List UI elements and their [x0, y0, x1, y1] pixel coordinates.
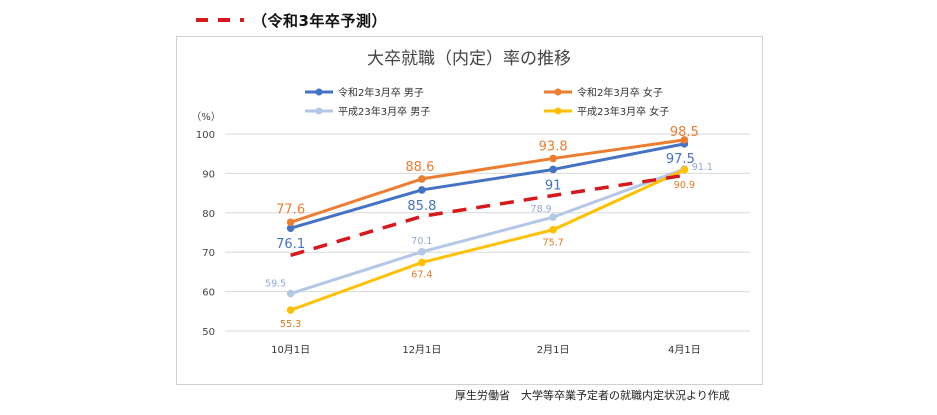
legend-label-2: 平成23年3月卒 男子 [338, 105, 430, 118]
data-label: 59.5 [265, 279, 286, 290]
series-line-3 [290, 168, 685, 312]
data-point [286, 289, 295, 298]
y-tick-label: 60 [202, 288, 215, 299]
data-point [286, 218, 295, 227]
data-label: 76.1 [276, 237, 305, 252]
data-point [680, 166, 689, 174]
y-tick-label: 50 [202, 327, 215, 338]
data-label: 85.8 [407, 199, 436, 214]
data-label: 91.1 [692, 162, 713, 173]
legend-label-3: 平成23年3月卒 女子 [577, 105, 669, 118]
x-tick-label: 10月1日 [271, 344, 310, 356]
series-line-0 [290, 142, 685, 230]
forecast-legend: （令和3年卒予測） [196, 9, 387, 31]
legend-marker-1 [554, 88, 562, 96]
x-tick-label: 4月1日 [668, 344, 701, 356]
data-label: 70.1 [411, 236, 432, 247]
data-label: 90.9 [674, 180, 695, 191]
forecast-legend-line [196, 18, 244, 22]
data-label: 78.9 [531, 204, 552, 215]
legend-marker-2 [315, 107, 323, 115]
data-point [549, 225, 557, 234]
data-label: 88.6 [405, 160, 434, 175]
data-label: 75.7 [543, 238, 564, 249]
y-tick-label: 90 [202, 169, 215, 180]
series-line-1 [290, 138, 685, 224]
data-label: 55.3 [280, 319, 301, 330]
data-label: 77.6 [276, 202, 305, 217]
data-point [418, 248, 426, 256]
legend-marker-0 [315, 88, 323, 96]
data-point [286, 306, 295, 314]
y-tick-label: 100 [196, 130, 215, 141]
data-point [418, 175, 426, 183]
data-point [549, 154, 557, 163]
legend-marker-3 [554, 107, 562, 115]
data-point [418, 186, 426, 194]
data-point [286, 224, 295, 232]
x-tick-label: 12月1日 [402, 344, 441, 356]
x-tick-label: 2月1日 [537, 344, 570, 356]
source-note: 厚生労働省 大学等卒業予定者の就職内定状況より作成 [455, 389, 730, 402]
data-label: 98.5 [670, 125, 699, 140]
chart-title: 大卒就職（内定）率の推移 [367, 49, 571, 69]
legend-label-0: 令和2年3月卒 男子 [338, 86, 424, 99]
data-point [680, 136, 689, 144]
data-label: 93.8 [539, 139, 568, 154]
forecast-line [290, 173, 685, 258]
y-tick-label: 70 [202, 248, 215, 259]
legend-label-1: 令和2年3月卒 女子 [577, 86, 663, 99]
data-point [418, 258, 426, 267]
y-unit-label: （%） [191, 111, 221, 123]
forecast-legend-label: （令和3年卒予測） [252, 11, 387, 30]
chart-frame [176, 36, 763, 385]
y-tick-label: 80 [202, 209, 215, 220]
data-label: 91 [545, 178, 562, 193]
data-label: 67.4 [411, 269, 432, 280]
data-label: 97.5 [666, 152, 695, 167]
data-point [549, 213, 557, 221]
data-point [549, 165, 557, 174]
series-line-2 [290, 167, 685, 295]
